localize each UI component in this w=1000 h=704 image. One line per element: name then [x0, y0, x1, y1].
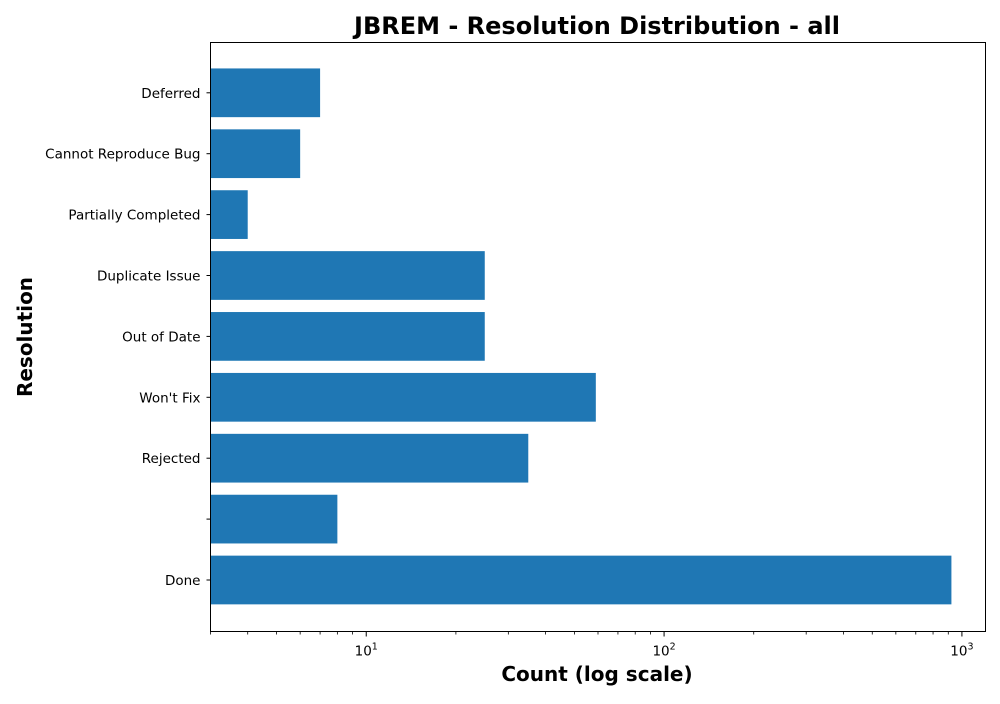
bar — [210, 190, 248, 239]
x-axis-ticks: 101 102 103 — [210, 631, 974, 660]
bar — [210, 433, 529, 483]
x-axis-title: Count (log scale) — [501, 662, 692, 686]
bar — [210, 312, 485, 361]
y-tick-label: Duplicate Issue — [97, 269, 201, 285]
x-tick-label: 101 — [355, 642, 378, 660]
bar — [210, 372, 596, 422]
y-axis-ticks: Done Rejected Won't Fix Out of Date Duplicat… — [45, 86, 211, 589]
bars-group — [210, 68, 952, 605]
bar — [210, 494, 338, 544]
x-tick-label: 103 — [950, 642, 973, 660]
x-tick-label: 102 — [652, 642, 675, 660]
y-axis-title: Resolution — [13, 277, 37, 397]
plot-frame — [210, 42, 986, 632]
chart-title: JBREM - Resolution Distribution - all — [352, 12, 840, 40]
y-tick-label: Rejected — [142, 451, 201, 467]
y-tick-label: Deferred — [141, 86, 200, 102]
bar — [210, 251, 485, 300]
y-tick-label: Out of Date — [122, 329, 200, 345]
y-tick-label: Done — [165, 573, 201, 589]
y-tick-label: Partially Completed — [68, 208, 200, 224]
bar — [210, 68, 321, 118]
bar — [210, 555, 952, 605]
bar — [210, 129, 301, 179]
y-tick-label: Won't Fix — [139, 390, 200, 406]
y-tick-label: Cannot Reproduce Bug — [45, 147, 200, 163]
